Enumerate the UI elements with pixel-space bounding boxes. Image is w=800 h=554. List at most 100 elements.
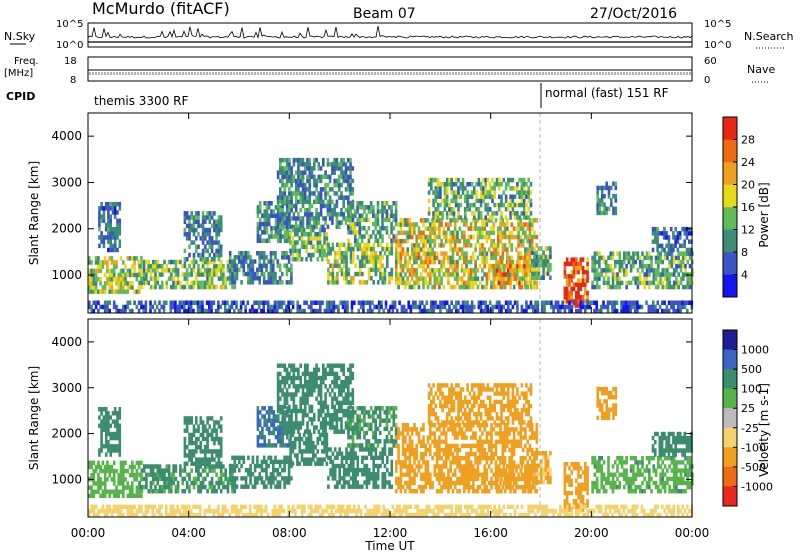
power-cell [677,284,680,290]
power-cell [325,257,329,262]
power-cell [192,232,196,237]
power-cell [500,259,503,265]
power-cell [541,304,544,310]
power-cell [610,198,613,203]
power-cell [349,157,352,163]
power-cell [300,236,304,241]
power-cell [683,226,686,232]
velocity-cell [188,432,191,438]
velocity-cell [179,472,182,477]
power-cell [518,268,521,273]
velocity-cell [135,477,139,482]
velocity-cell [313,413,316,418]
velocity-cell [279,426,282,432]
velocity-cell [322,363,325,368]
power-cell [110,285,114,290]
power-cell [383,209,387,214]
power-cell [607,276,610,281]
velocity-cell [106,460,109,465]
power-cell [488,186,492,191]
power-cell [623,255,626,261]
power-cell [393,304,397,310]
power-cell [335,157,339,163]
power-cell [333,203,336,209]
power-cell [180,304,184,310]
power-cell [376,217,380,223]
power-cell [521,268,525,273]
power-cell [456,234,459,240]
power-cell [360,205,364,210]
power-cell [287,308,290,314]
power-cell [199,284,203,290]
power-cell [210,268,214,273]
velocity-cell [231,455,234,460]
power-cell [679,308,682,314]
power-cell [399,230,403,236]
power-cell [283,195,287,200]
power-cell [301,203,305,209]
power-cell [303,166,307,171]
power-cell [516,300,519,305]
velocity-cell [201,449,205,454]
power-cell [301,170,305,175]
power-cell [363,209,366,214]
power-cell [456,230,459,236]
power-cell [363,242,366,248]
power-cell [443,198,447,204]
power-cell [534,308,537,314]
power-cell [506,234,509,240]
power-cell [433,272,437,277]
power-cell [536,308,540,314]
power-cell [660,243,664,249]
velocity-cell [222,484,225,490]
power-cell [161,263,164,269]
power-cell [609,284,613,290]
power-cell [641,268,644,273]
velocity-cell [99,481,102,486]
power-cell [568,261,571,267]
power-cell [347,280,351,285]
power-cell [421,300,424,305]
power-cell [476,230,480,236]
power-cell [451,230,455,236]
power-cell [293,240,297,245]
power-cell [228,251,232,256]
power-cell [413,259,416,265]
power-cell [410,268,414,273]
power-cell [472,268,475,273]
power-cell [666,276,669,281]
power-cell [351,178,355,184]
power-cell [410,272,414,277]
power-cell [418,300,422,305]
velocity-cell [233,464,237,469]
power-cell [627,308,630,314]
power-cell [439,304,442,310]
power-cell [324,174,327,180]
power-cell [638,259,642,265]
power-cell [684,263,687,269]
power-cell [650,259,653,265]
velocity-cell [118,431,122,437]
power-cell [686,276,690,281]
power-cell [318,252,322,258]
power-cell [501,247,505,252]
power-cell [631,304,635,310]
power-cell [372,205,375,210]
velocity-cell [247,484,250,489]
power-cell [654,259,658,265]
power-cell [522,202,526,208]
power-cell [102,239,106,244]
power-cell [365,255,369,260]
power-cell [442,234,446,240]
power-cell [171,300,175,305]
power-cell [499,230,502,236]
velocity-cell [107,444,110,449]
power-cell [319,178,323,184]
power-cell [325,304,329,310]
power-cell [561,300,564,305]
power-cell [596,189,599,195]
power-cell [288,199,291,205]
power-cell [565,294,569,300]
power-cell [598,276,601,281]
power-cell [122,268,125,274]
